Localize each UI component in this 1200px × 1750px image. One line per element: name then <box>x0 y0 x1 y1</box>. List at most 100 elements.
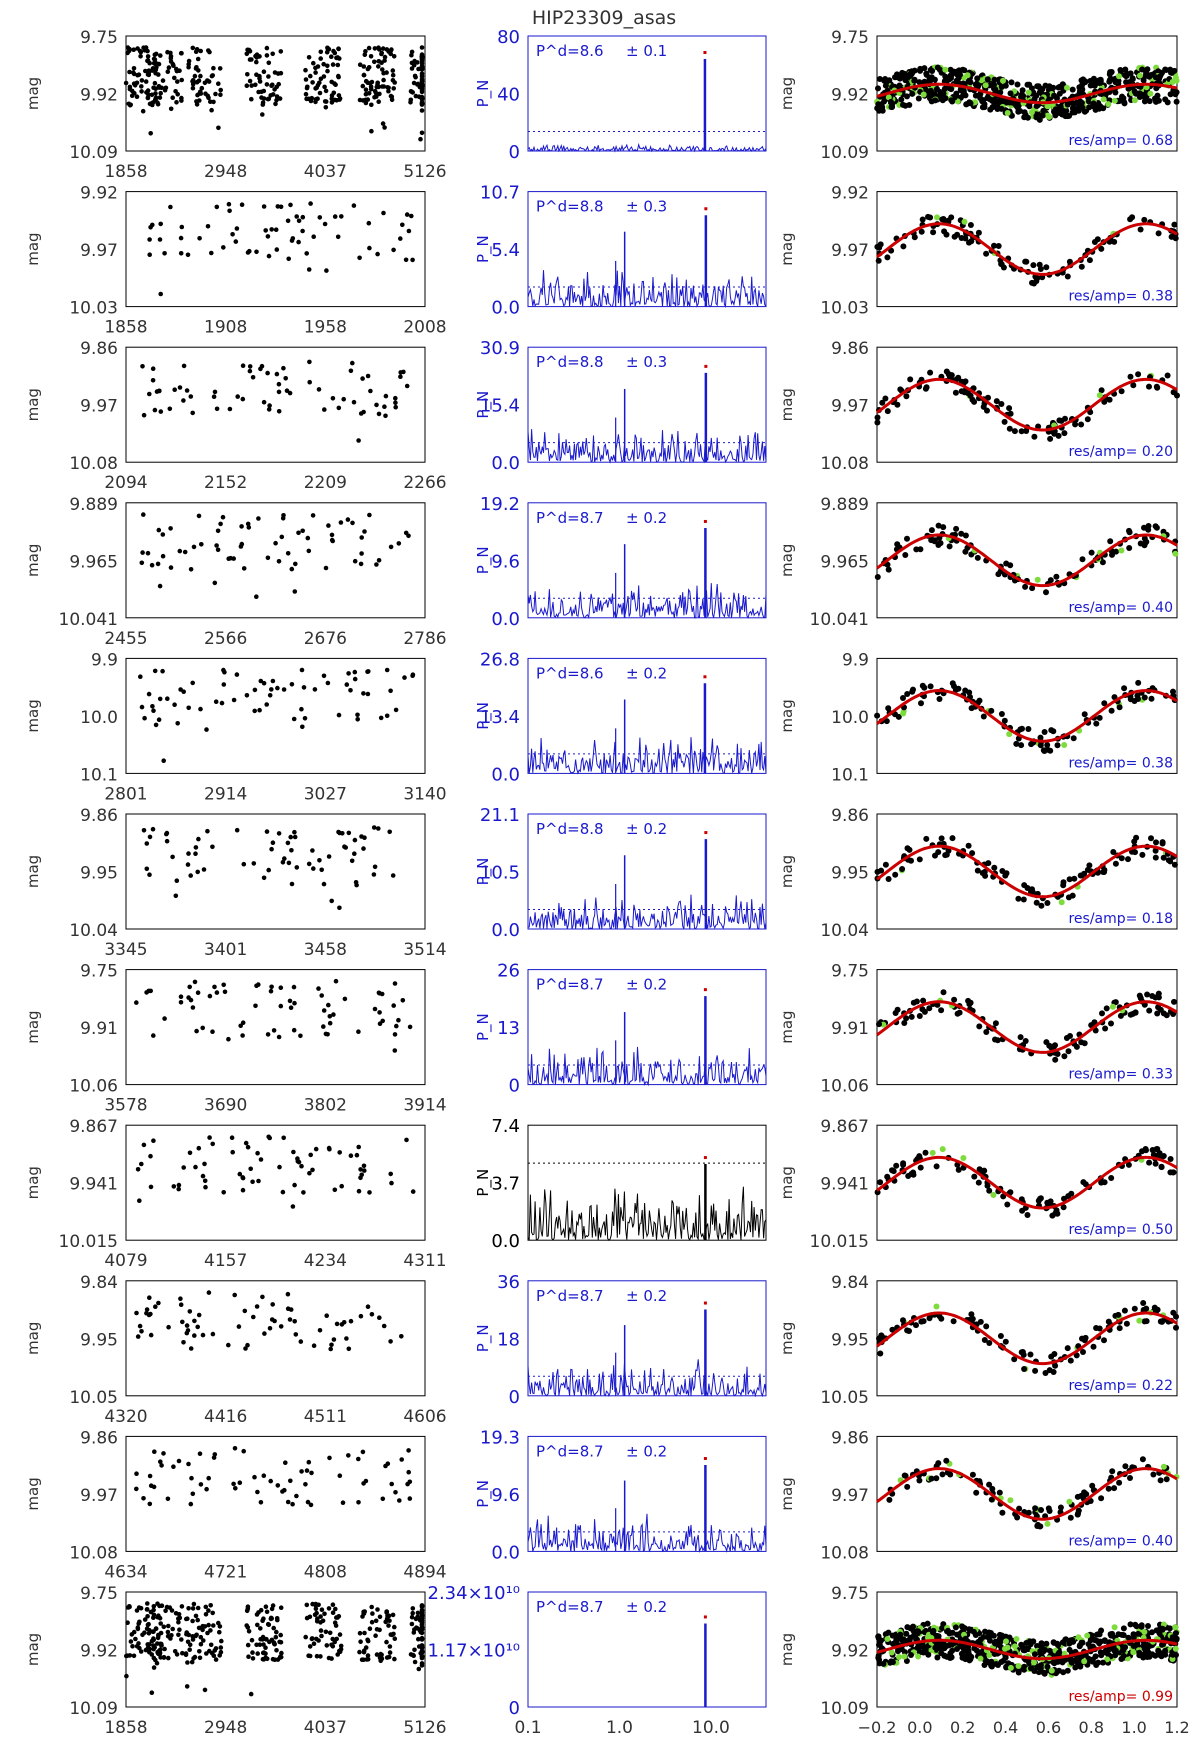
phase-point <box>1000 77 1006 84</box>
phase-point <box>1163 1476 1170 1483</box>
data-point <box>245 72 250 77</box>
phase-point <box>1121 1307 1128 1314</box>
data-point <box>387 1644 393 1649</box>
data-point <box>286 860 292 866</box>
y-axis-label: P_N <box>474 702 493 730</box>
data-point <box>382 404 387 410</box>
data-point <box>198 1634 204 1640</box>
y-tick-label: 9.889 <box>820 495 869 515</box>
data-point <box>361 1657 366 1662</box>
phase-point <box>900 243 907 250</box>
data-point <box>310 80 315 85</box>
phase-point <box>879 399 886 406</box>
data-point <box>134 1471 139 1476</box>
phase-point <box>933 1303 940 1310</box>
data-point <box>311 866 316 871</box>
y-axis-label: mag <box>778 388 796 421</box>
phase-point <box>935 849 942 856</box>
phase-point <box>1125 856 1131 863</box>
phase-point <box>1084 1632 1091 1639</box>
y-tick-label: 10.05 <box>820 1388 869 1408</box>
x-tick-label: 0.1 <box>514 1718 541 1738</box>
phase-point <box>959 1624 966 1631</box>
phase-point <box>935 1633 942 1640</box>
phase-point <box>1169 1651 1176 1658</box>
phase-point <box>1031 433 1038 440</box>
phase-point <box>1122 66 1129 73</box>
data-point <box>299 1163 304 1169</box>
data-point <box>276 409 282 414</box>
data-point <box>278 985 284 990</box>
phase-point <box>1098 245 1105 252</box>
phase-point <box>1029 886 1035 893</box>
data-point <box>160 553 166 559</box>
phase-point <box>1002 1338 1009 1345</box>
phase-point <box>921 78 928 85</box>
data-point <box>387 829 393 835</box>
data-point <box>362 52 368 57</box>
data-point <box>419 1655 425 1661</box>
data-point <box>410 1610 416 1616</box>
phase-point <box>1118 547 1125 554</box>
data-point <box>201 1638 206 1643</box>
y-tick-label: 13.4 <box>480 707 520 728</box>
data-point <box>147 1642 152 1647</box>
phase-point <box>925 1651 932 1658</box>
data-point <box>148 988 153 994</box>
peak-marker <box>703 1301 707 1305</box>
data-point <box>166 1623 171 1629</box>
data-point <box>377 91 382 97</box>
data-point <box>387 1650 393 1655</box>
phase-point <box>1068 1190 1075 1197</box>
data-point <box>185 1639 191 1645</box>
data-point <box>369 128 374 134</box>
data-point <box>317 1328 323 1333</box>
phase-point <box>903 1015 910 1022</box>
data-point <box>166 1655 171 1661</box>
data-point <box>258 1500 264 1505</box>
data-point <box>327 1014 333 1019</box>
phase-point <box>933 1475 940 1482</box>
phase-point <box>982 82 989 89</box>
phase-point <box>1152 523 1159 530</box>
data-point <box>381 70 386 76</box>
data-point <box>307 1614 313 1620</box>
data-point <box>393 707 399 713</box>
phase-point <box>927 683 934 690</box>
data-point <box>166 65 172 70</box>
plot-frame <box>876 1124 1178 1241</box>
phase-point <box>919 682 926 689</box>
phase-point <box>1030 1638 1037 1645</box>
phase-point <box>961 218 968 225</box>
phase-point <box>972 81 979 88</box>
data-point <box>397 1498 402 1503</box>
data-point <box>190 680 195 686</box>
phase-point <box>998 711 1005 717</box>
phase-point <box>1043 589 1049 596</box>
data-point <box>186 1606 191 1611</box>
data-point <box>208 1642 214 1648</box>
y-tick-label: 10.09 <box>820 143 869 163</box>
data-point <box>235 394 240 399</box>
phase-point <box>884 254 891 261</box>
phase-point <box>1081 108 1088 115</box>
data-point <box>272 1318 277 1324</box>
phase-point <box>892 871 899 878</box>
phase-point <box>1022 583 1029 590</box>
x-tick-label: 3802 <box>304 1096 347 1116</box>
data-point <box>304 1468 310 1473</box>
data-point <box>264 702 270 707</box>
phase-point <box>1143 1305 1150 1312</box>
x-tick-label: 2801 <box>104 784 147 804</box>
sine-fit-curve <box>876 1467 1178 1521</box>
phase-point <box>1154 1146 1161 1152</box>
plot-frame <box>125 657 426 774</box>
phase-point <box>1146 1007 1153 1014</box>
data-point <box>357 97 363 103</box>
data-point <box>319 993 325 998</box>
data-point <box>251 861 257 866</box>
phase-point <box>904 1624 911 1631</box>
phase-point <box>874 868 881 875</box>
data-point <box>204 1486 209 1492</box>
